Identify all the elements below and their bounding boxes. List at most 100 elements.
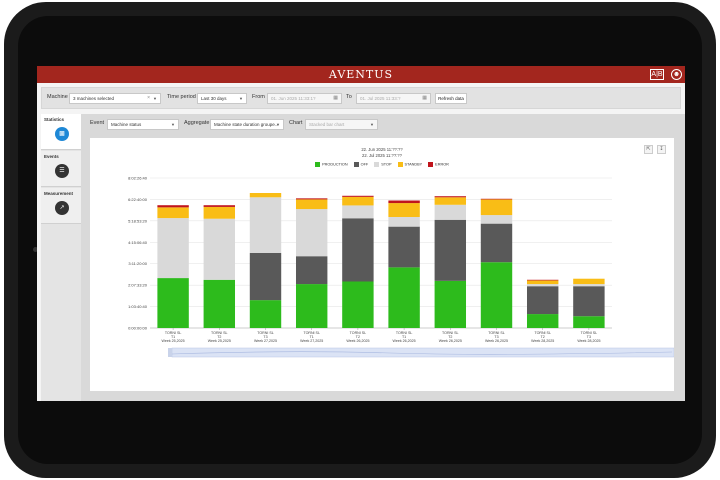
chevron-down-icon: ▼ (239, 96, 243, 101)
legend-swatch (353, 162, 359, 167)
chart-legend: PRODUCTION OFF STOP STANDBY ERROR (90, 162, 674, 167)
y-tick-label: 6:22:40:00 (128, 197, 148, 202)
app-screen: AVENTUS A|B ☻ Machine 3 machines selecte… (37, 66, 685, 401)
bar-segment-production (573, 316, 605, 328)
legend-swatch (315, 162, 321, 167)
chevron-down-icon: ▼ (370, 122, 374, 127)
legend-item-error[interactable]: ERROR (428, 162, 449, 167)
machine-select[interactable]: 3 machines selected × ▼ (69, 93, 161, 104)
date-range-start: 22. Jun 2025 11:??:?? (361, 147, 403, 152)
calendar-icon[interactable]: ▦ (422, 95, 427, 101)
bar-segment-stop (573, 284, 605, 287)
user-icon[interactable]: ☻ (671, 69, 682, 80)
bar-segment-off (388, 226, 420, 268)
bar-segment-off (434, 219, 467, 281)
x-tick-label-unit: T2 (541, 335, 545, 339)
language-icon[interactable]: A|B (650, 69, 664, 80)
from-label: From (252, 94, 265, 100)
machine-select-value: 3 machines selected (73, 96, 115, 101)
event-label: Event (90, 120, 105, 126)
sidebar: Statistics ▩ Events ☰ Measurement ↗ (41, 114, 83, 401)
bar-segment-production (249, 300, 282, 328)
bar-segment-error (203, 205, 236, 207)
bar-segment-error (388, 200, 420, 204)
legend-item-stop[interactable]: STOP (374, 162, 392, 167)
x-tick-label-unit: T1 (171, 335, 175, 339)
y-tick-label: 5:18:53:20 (128, 218, 148, 223)
bar-segment-error (342, 195, 374, 197)
x-tick-label-week: Week 27,2025 (300, 339, 323, 343)
expand-icon[interactable]: ⇱ (644, 145, 653, 154)
sidebar-item-events[interactable]: Events ☰ (41, 151, 83, 187)
trend-icon[interactable]: ↗ (55, 201, 69, 215)
aggregate-select[interactable]: Machine state duration groupe... ▼ (210, 119, 284, 130)
x-tick-label-week: Week 26,2025 (346, 339, 369, 343)
bar-segment-standby (573, 278, 605, 285)
x-tick-label-machine: TORNI SL (257, 331, 274, 335)
bar-segment-stop (249, 197, 282, 253)
sidebar-item-statistics[interactable]: Statistics ▩ (41, 114, 83, 150)
x-tick-label-machine: TORNI SL (350, 331, 367, 335)
chevron-down-icon: ▼ (153, 96, 157, 101)
x-tick-label-week: Week 28,2025 (531, 339, 554, 343)
period-label: Time period (167, 94, 196, 100)
bar-segment-error (295, 198, 328, 200)
sidebar-item-measurement[interactable]: Measurement ↗ (41, 188, 83, 224)
x-tick-label-unit: T3 (494, 335, 498, 339)
chart-type-value: Stacked bar chart (309, 122, 345, 127)
bar-segment-production (480, 262, 513, 328)
navigator-series-line (171, 351, 673, 355)
app-header: AVENTUS A|B ☻ (37, 66, 685, 83)
bar-segment-off (295, 256, 328, 285)
chart-type-select[interactable]: Stacked bar chart ▼ (305, 119, 378, 130)
sidebar-item-label: Events (44, 154, 59, 159)
bar-segment-stop (526, 284, 559, 287)
x-tick-label-machine: TORNI SL (165, 331, 182, 335)
x-tick-label-week: Week 25,2025 (162, 339, 185, 343)
bar-segment-production (388, 267, 420, 328)
filter-bar: Machine 3 machines selected × ▼ Time per… (41, 87, 681, 109)
bar-segment-stop (157, 218, 189, 279)
x-tick-label-machine: TORNI SL (581, 331, 598, 335)
bar-segment-production (526, 314, 559, 328)
list-icon[interactable]: ☰ (55, 164, 69, 178)
calendar-icon[interactable]: ▦ (333, 95, 338, 101)
bar-segment-standby (434, 197, 467, 205)
bar-segment-stop (434, 204, 467, 220)
legend-item-off[interactable]: OFF (353, 162, 368, 167)
sidebar-item-label: Statistics (44, 117, 65, 122)
from-date-field[interactable]: 01. Jun 2025 11:33:1? ▦ (267, 93, 342, 104)
chevron-down-icon: ▼ (171, 122, 175, 127)
date-range-end: 22. Jul 2025 11:??:?? (362, 153, 402, 158)
machine-label: Machine (47, 94, 68, 100)
event-select[interactable]: Machine status ▼ (107, 119, 179, 130)
from-date-value: 01. Jun 2025 11:33:1? (271, 96, 316, 101)
refresh-data-button[interactable]: Refresh data (435, 93, 467, 104)
period-select[interactable]: Last 30 days ▼ (197, 93, 247, 104)
y-tick-label: 2:07:33:20 (128, 283, 148, 288)
clear-icon[interactable]: × (147, 95, 150, 101)
y-tick-label: 1:03:40:40 (128, 304, 148, 309)
x-tick-label-unit: T2 (356, 335, 360, 339)
bar-segment-standby (388, 203, 420, 217)
y-tick-label: 3:11:20:00 (128, 261, 147, 266)
period-select-value: Last 30 days (201, 96, 227, 101)
x-tick-label-machine: TORNI SL (488, 331, 505, 335)
download-icon[interactable]: ↧ (657, 145, 666, 154)
legend-item-standby[interactable]: STANDBY (397, 162, 422, 167)
bar-chart-icon[interactable]: ▩ (55, 127, 69, 141)
chart-panel: 22. Jun 2025 11:??:?? 22. Jul 2025 11:??… (90, 138, 674, 391)
bar-segment-error (157, 205, 189, 208)
legend-swatch (374, 162, 380, 167)
to-date-field[interactable]: 01. Jul 2025 11:33:? ▦ (356, 93, 431, 104)
bar-segment-stop (480, 215, 513, 224)
legend-item-production[interactable]: PRODUCTION (315, 162, 348, 167)
legend-swatch (428, 162, 434, 167)
bar-segment-error (480, 198, 513, 200)
y-tick-label: 4:15:06:40 (128, 240, 148, 245)
to-date-value: 01. Jul 2025 11:33:? (360, 96, 401, 101)
camera-icon (33, 247, 38, 252)
bar-segment-standby (295, 199, 328, 210)
x-tick-label-unit: T1 (310, 335, 314, 339)
bar-segment-standby (157, 207, 189, 219)
